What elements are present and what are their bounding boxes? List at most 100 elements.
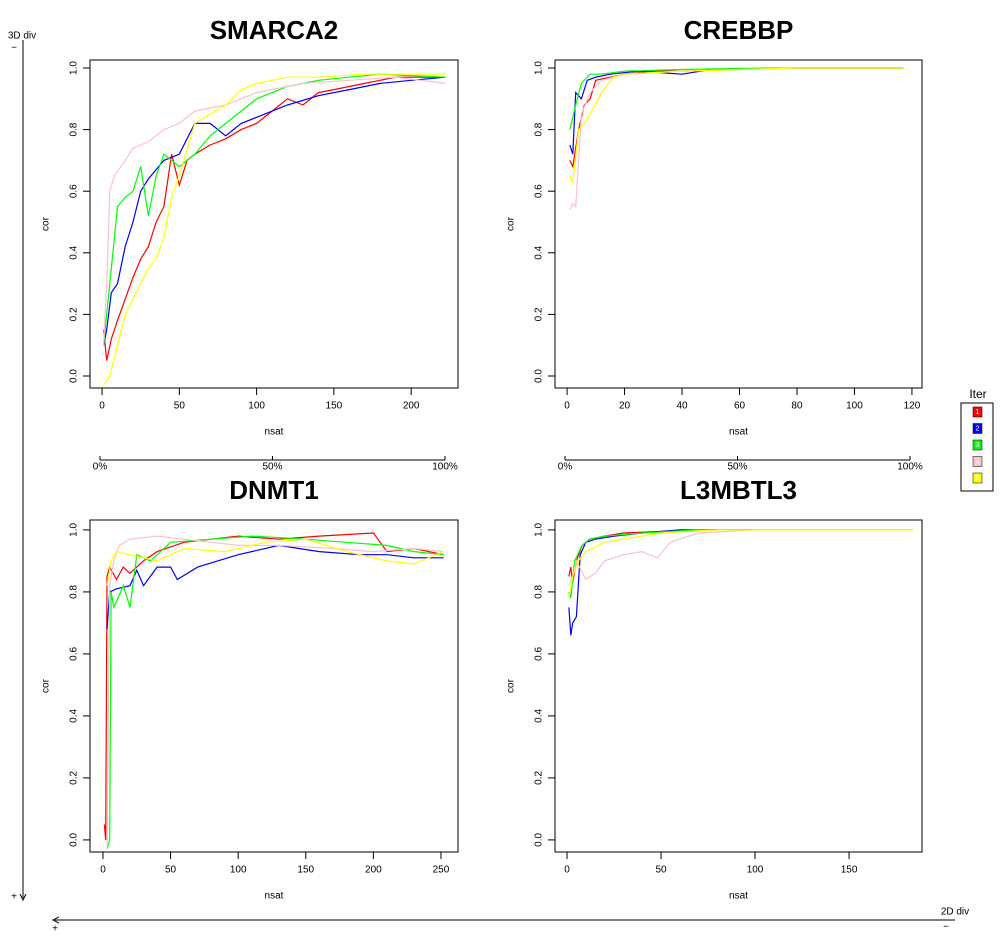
- series-line: [569, 67, 904, 185]
- x-tick-label: 100: [846, 401, 863, 412]
- y-tick-label: 0.2: [69, 307, 80, 321]
- x-tick-label: 0: [100, 865, 106, 876]
- y-tick-label: 0.4: [69, 709, 80, 723]
- x-tick-label: 150: [297, 865, 314, 876]
- y-tick-label: 0.6: [534, 647, 545, 661]
- y-axis-label: cor: [506, 216, 517, 231]
- y-axis-label: cor: [41, 216, 52, 231]
- legend-swatch: [972, 456, 983, 467]
- chart-title: DNMT1: [229, 475, 319, 505]
- y-tick-label: 1.0: [534, 61, 545, 75]
- y-tick-label: 0.6: [69, 184, 80, 198]
- x2-tick-label: 100%: [897, 462, 923, 473]
- legend-swatch: [972, 472, 983, 484]
- x-tick-label: 60: [734, 401, 746, 412]
- series-line: [568, 529, 913, 599]
- legend-label: 5: [976, 475, 980, 482]
- x-tick-label: 200: [365, 865, 382, 876]
- series-line: [569, 67, 904, 130]
- chart-title: L3MBTL3: [680, 475, 797, 505]
- legend-title: Iter: [969, 387, 986, 401]
- series-line: [568, 529, 913, 636]
- x-tick-label: 150: [326, 401, 343, 412]
- y-tick-label: 0.4: [534, 245, 545, 259]
- plot-frame: [554, 519, 923, 853]
- x-axis-label: nsat: [265, 891, 284, 902]
- x-tick-label: 100: [230, 865, 247, 876]
- x-tick-label: 20: [619, 401, 631, 412]
- series-line: [106, 535, 444, 850]
- x-tick-label: 50: [165, 865, 177, 876]
- x-tick-label: 0: [564, 865, 570, 876]
- x-axis-label: nsat: [729, 427, 748, 438]
- vertical-axis-bottom: +: [11, 892, 17, 903]
- y-tick-label: 0.0: [69, 369, 80, 383]
- x-tick-label: 0: [564, 401, 570, 412]
- legend-label: 1: [976, 409, 980, 416]
- series-line: [569, 67, 904, 210]
- y-tick-label: 0.4: [534, 709, 545, 723]
- y-tick-label: 0.6: [534, 184, 545, 198]
- y-tick-label: 0.0: [69, 833, 80, 847]
- x-tick-label: 250: [433, 865, 450, 876]
- x-axis-label: nsat: [729, 891, 748, 902]
- y-tick-label: 0.2: [69, 771, 80, 785]
- y-tick-label: 0.8: [69, 585, 80, 599]
- vertical-axis-top: −: [11, 43, 17, 54]
- y-tick-label: 0.4: [69, 245, 80, 259]
- series-line: [103, 532, 444, 840]
- x-tick-label: 150: [841, 865, 858, 876]
- horizontal-axis-right: −: [943, 922, 949, 933]
- x-tick-label: 100: [248, 401, 265, 412]
- chart-title: CREBBP: [684, 15, 794, 45]
- series-line: [106, 535, 444, 850]
- series-line: [568, 529, 913, 586]
- x2-tick-label: 0%: [558, 462, 573, 473]
- x2-tick-label: 100%: [432, 462, 458, 473]
- x-tick-label: 120: [904, 401, 921, 412]
- series-line: [103, 76, 446, 346]
- y-tick-label: 0.8: [534, 122, 545, 136]
- x-axis-label: nsat: [265, 427, 284, 438]
- series-line: [103, 73, 446, 346]
- y-tick-label: 0.2: [534, 307, 545, 321]
- legend-label: 3: [976, 442, 980, 449]
- x2-tick-label: 50%: [262, 462, 282, 473]
- y-tick-label: 0.0: [534, 369, 545, 383]
- plot-frame: [89, 519, 459, 853]
- x-tick-label: 50: [655, 865, 667, 876]
- legend-swatch: [972, 439, 983, 451]
- y-tick-label: 0.8: [534, 585, 545, 599]
- legend-swatch: [972, 406, 983, 418]
- y-tick-label: 1.0: [69, 523, 80, 537]
- horizontal-axis-left: +: [52, 924, 58, 935]
- y-tick-label: 1.0: [69, 61, 80, 75]
- x-tick-label: 0: [99, 401, 105, 412]
- series-line: [568, 529, 913, 599]
- y-axis-label: cor: [41, 678, 52, 693]
- series-line: [103, 73, 446, 386]
- series-line: [106, 538, 444, 586]
- y-tick-label: 0.8: [69, 122, 80, 136]
- legend-label: 2: [976, 425, 980, 432]
- chart-title: SMARCA2: [210, 15, 339, 45]
- x-tick-label: 200: [403, 401, 420, 412]
- y-tick-label: 0.2: [534, 771, 545, 785]
- x2-tick-label: 50%: [727, 462, 747, 473]
- series-line: [103, 76, 446, 361]
- horizontal-axis-label: 2D div: [941, 907, 969, 918]
- legend-label: 4: [976, 458, 980, 465]
- x-tick-label: 100: [747, 865, 764, 876]
- series-line: [569, 67, 904, 155]
- plot-frame: [554, 59, 923, 389]
- x-tick-label: 40: [676, 401, 688, 412]
- x-tick-label: 80: [791, 401, 803, 412]
- series-line: [106, 544, 444, 630]
- y-axis-label: cor: [506, 678, 517, 693]
- x-tick-label: 50: [174, 401, 186, 412]
- vertical-axis-label: 3D div: [8, 31, 36, 42]
- legend-swatch: [972, 423, 983, 434]
- x2-tick-label: 0%: [93, 462, 108, 473]
- y-tick-label: 0.6: [69, 647, 80, 661]
- series-line: [103, 76, 446, 346]
